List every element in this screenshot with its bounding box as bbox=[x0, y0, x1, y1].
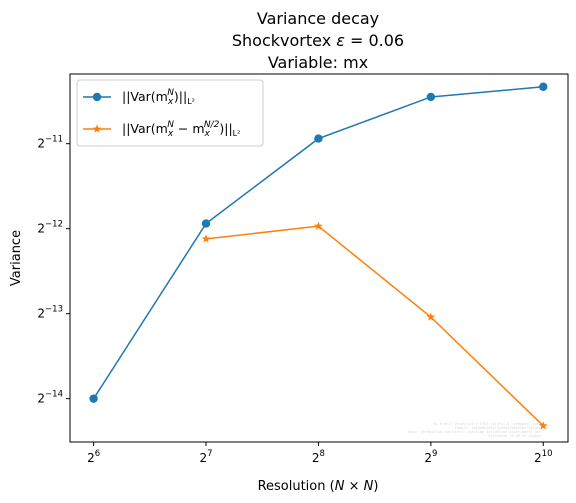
series-2-point-3 bbox=[538, 421, 548, 430]
plot-area bbox=[69, 73, 569, 443]
x-axis: 26 27 28 29 210 bbox=[87, 442, 553, 465]
series-2-point-0 bbox=[201, 234, 211, 243]
x-tick-label-4: 210 bbox=[534, 449, 552, 465]
y-tick-label-3: 2−11 bbox=[37, 135, 63, 151]
watermark-line-3: Repo: git@github.com:kjetil-lye/ismo_val… bbox=[408, 430, 541, 434]
y-tick-label-1: 2−13 bbox=[37, 305, 63, 321]
series-1-point-4 bbox=[539, 82, 548, 91]
y-axis: 2−14 2−13 2−12 2−11 bbox=[37, 135, 70, 406]
series-1-point-2 bbox=[314, 134, 323, 143]
legend: ||Var(mxN)||L² ||Var(mxN − mxN/2)||L² bbox=[76, 79, 264, 147]
chart-title-line-2: Shockvortex ε = 0.06 bbox=[232, 31, 404, 50]
watermark-line-1: By Kjetil Olsen Lye @ ETHZ <kjetil.o.lye… bbox=[434, 422, 541, 426]
chart-title-line-3: Variable: mx bbox=[268, 53, 368, 72]
series-2-point-2 bbox=[426, 312, 436, 321]
y-tick-label-2: 2−12 bbox=[37, 220, 63, 236]
series-2-point-1 bbox=[314, 221, 323, 230]
y-axis-label: Variance bbox=[9, 230, 24, 286]
legend-label-series-2: ||Var(mxN − mxN/2)||L² bbox=[122, 120, 240, 139]
series-layer bbox=[89, 82, 548, 430]
x-tick-label-1: 27 bbox=[199, 449, 212, 465]
series-1-point-3 bbox=[426, 92, 436, 102]
watermark-line-4: Estimated 15 KB of images bbox=[488, 434, 541, 438]
x-tick-label-0: 26 bbox=[87, 449, 100, 465]
watermark-line-2: Commit: 1eb4a8e4d9ef3cb5d11e8ce4b97fd7b1… bbox=[455, 426, 541, 430]
chart-title-line-1: Variance decay bbox=[257, 9, 379, 28]
x-tick-label-2: 28 bbox=[312, 449, 325, 465]
y-tick-label-0: 2−14 bbox=[37, 390, 63, 406]
watermark: By Kjetil Olsen Lye @ ETHZ <kjetil.o.lye… bbox=[408, 422, 541, 438]
x-axis-label: Resolution (N × N) bbox=[258, 479, 379, 494]
series-2-line bbox=[205, 225, 544, 427]
series-1-point-0 bbox=[89, 394, 98, 403]
legend-label-series-1: ||Var(mxN)||L² bbox=[122, 88, 195, 107]
legend-box bbox=[76, 79, 264, 147]
legend-marker-series-2 bbox=[92, 124, 102, 133]
legend-marker-series-1 bbox=[92, 92, 102, 102]
series-1-point-1 bbox=[201, 219, 211, 228]
x-tick-label-3: 29 bbox=[424, 449, 437, 465]
